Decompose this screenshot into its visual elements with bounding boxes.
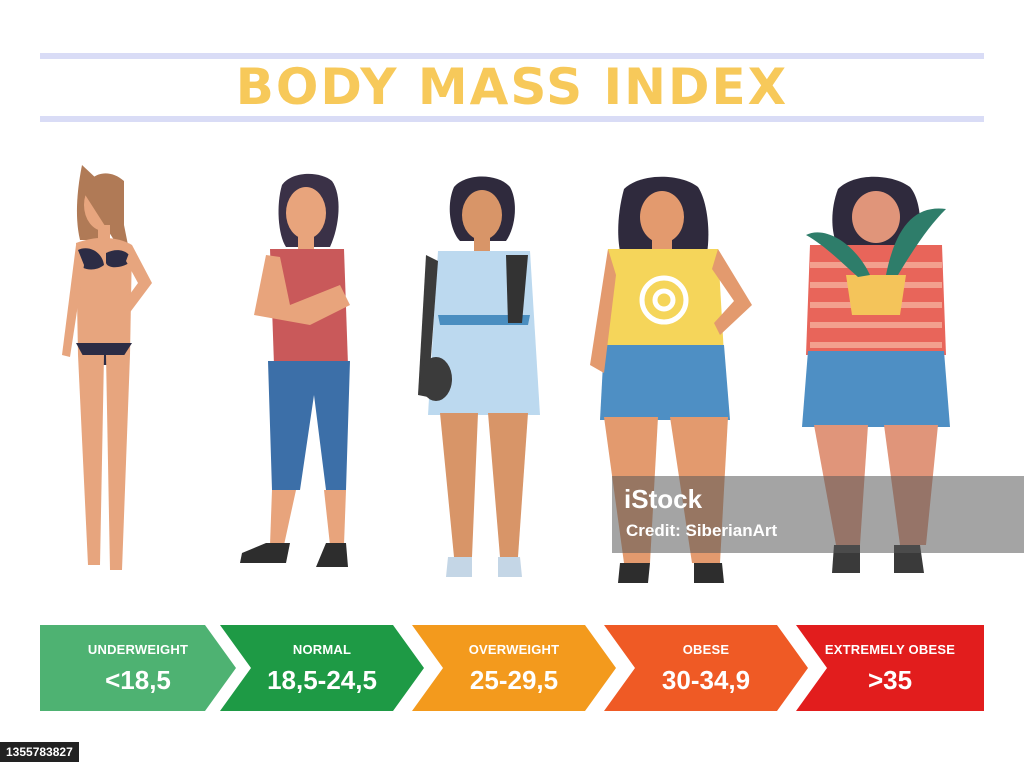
bmi-scale: UNDERWEIGHT <18,5 NORMAL 18,5-24,5 OVERW…: [40, 625, 984, 711]
bmi-category-obese: OBESE 30-34,9: [604, 625, 808, 711]
bmi-category-overweight: OVERWEIGHT 25-29,5: [412, 625, 616, 711]
figure-underweight: [62, 165, 152, 570]
category-label: UNDERWEIGHT: [87, 642, 189, 657]
category-range: 18,5-24,5: [267, 665, 377, 695]
figure-normal: [240, 173, 350, 567]
page-title: BODY MASS INDEX: [235, 58, 789, 116]
title-rule-bottom: [40, 116, 984, 122]
category-range: <18,5: [105, 665, 171, 695]
category-label: OVERWEIGHT: [468, 642, 560, 657]
body-figures: [62, 165, 950, 583]
bmi-category-extremely-obese: EXTREMELY OBESE >35: [796, 625, 984, 711]
title-rule-top: [40, 53, 984, 59]
bmi-category-underweight: UNDERWEIGHT <18,5: [40, 625, 236, 711]
watermark-banner: iStock Credit: SiberianArt: [612, 476, 1024, 553]
category-range: >35: [867, 665, 913, 695]
category-label: NORMAL: [292, 642, 352, 657]
watermark-brand: iStock: [624, 484, 703, 514]
watermark-credit: Credit: SiberianArt: [626, 521, 778, 540]
category-label: EXTREMELY OBESE: [824, 642, 956, 657]
bmi-category-normal: NORMAL 18,5-24,5: [220, 625, 424, 711]
figure-overweight: [418, 176, 540, 577]
category-range: 30-34,9: [661, 665, 751, 695]
category-label: OBESE: [682, 642, 730, 657]
category-range: 25-29,5: [469, 665, 559, 695]
image-id-tag: 1355783827: [0, 742, 79, 762]
